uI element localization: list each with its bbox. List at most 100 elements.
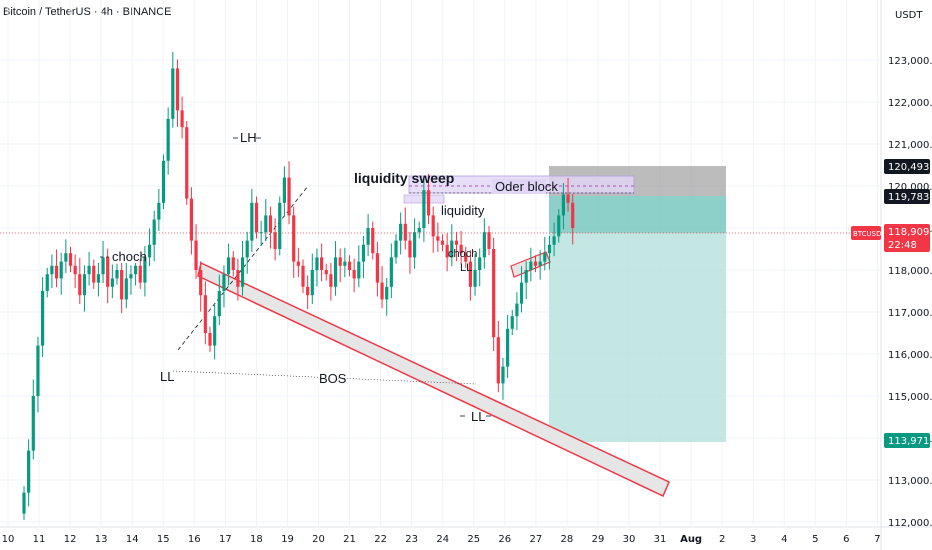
sl-badge: 120,493.71 bbox=[884, 159, 932, 174]
tp-badge-text: 113,971.23 bbox=[888, 436, 932, 447]
candle bbox=[566, 178, 570, 212]
candle bbox=[385, 277, 389, 316]
candle bbox=[152, 210, 156, 262]
candle bbox=[487, 225, 491, 256]
candle bbox=[41, 277, 45, 357]
annotation-lh: LH bbox=[240, 130, 257, 145]
countdown-text: 22:48 bbox=[888, 240, 917, 251]
x-tick-label: 30 bbox=[623, 534, 636, 545]
candle bbox=[375, 241, 379, 297]
y-tick-label: 117,000.00 bbox=[888, 308, 932, 319]
candle bbox=[129, 265, 133, 295]
annotation-ll-1: LL bbox=[160, 369, 174, 384]
x-tick-label: 11 bbox=[33, 534, 46, 545]
candle bbox=[468, 250, 472, 301]
annotation-bos: BOS bbox=[319, 371, 347, 386]
candle bbox=[194, 224, 198, 279]
candle bbox=[524, 261, 528, 299]
candle bbox=[138, 259, 142, 289]
candle bbox=[301, 259, 305, 294]
candle bbox=[324, 263, 328, 281]
annotation-order-block: Oder block bbox=[495, 179, 558, 194]
y-tick-label: 118,000.00 bbox=[888, 266, 932, 277]
candle bbox=[506, 314, 510, 378]
x-tick-label: Aug bbox=[680, 534, 702, 545]
candles bbox=[22, 52, 575, 520]
x-axis: 10 11 12 13 14 15 16 17 18 19 20 21 22 23 24 25 26 27 28 29… bbox=[2, 0, 881, 545]
take-profit-zone bbox=[549, 196, 726, 442]
candle bbox=[222, 265, 226, 308]
candle bbox=[394, 234, 398, 264]
symbol-badge-text: BTCUSDT bbox=[853, 230, 887, 238]
candle bbox=[329, 262, 333, 301]
candle bbox=[250, 188, 254, 252]
candle bbox=[557, 209, 561, 243]
candle bbox=[310, 253, 314, 305]
candle bbox=[203, 281, 207, 345]
candle bbox=[343, 247, 347, 278]
candle bbox=[27, 439, 31, 507]
x-tick-label: 18 bbox=[250, 534, 263, 545]
candle bbox=[352, 258, 356, 293]
bos-bg bbox=[318, 371, 338, 385]
candle bbox=[315, 248, 319, 287]
candle bbox=[473, 253, 477, 296]
y-tick-label: 120,000.00 bbox=[888, 182, 932, 193]
descending-channel bbox=[197, 261, 670, 498]
candle bbox=[436, 222, 440, 252]
candle bbox=[106, 248, 110, 304]
candle bbox=[552, 222, 556, 257]
x-tick-label: 3 bbox=[750, 534, 756, 545]
candle bbox=[50, 254, 54, 289]
annotation-ll-2: LL bbox=[460, 262, 472, 274]
candle bbox=[101, 241, 105, 284]
x-tick-label: 13 bbox=[95, 534, 108, 545]
orderblock-label-bg bbox=[492, 179, 546, 194]
candle bbox=[199, 261, 203, 312]
candle bbox=[157, 188, 161, 231]
candle bbox=[278, 196, 282, 256]
take-profit-zone-upper bbox=[549, 196, 726, 233]
candle bbox=[440, 234, 445, 252]
candle bbox=[175, 59, 180, 127]
candle bbox=[282, 166, 286, 217]
candle bbox=[87, 251, 91, 286]
candle bbox=[92, 259, 96, 289]
x-tick-label: 6 bbox=[843, 534, 849, 545]
annotation-liquidity-sweep: liquidity sweep bbox=[354, 170, 454, 186]
candle bbox=[459, 230, 463, 265]
candle bbox=[571, 193, 575, 245]
candle bbox=[22, 486, 26, 520]
y-tick-label: 113,000.00 bbox=[888, 476, 932, 487]
candle bbox=[213, 304, 217, 360]
candle bbox=[371, 221, 375, 260]
candle bbox=[333, 241, 338, 296]
x-tick-label: 21 bbox=[343, 534, 356, 545]
candle bbox=[161, 154, 166, 210]
candle bbox=[240, 241, 245, 296]
candle bbox=[296, 247, 300, 278]
sl-badge-text: 120,493.71 bbox=[888, 162, 932, 173]
x-tick-label: 20 bbox=[312, 534, 325, 545]
annotation-liquidity: liquidity bbox=[441, 203, 485, 218]
candle bbox=[492, 237, 496, 352]
candle bbox=[389, 243, 393, 299]
candle bbox=[366, 214, 370, 257]
x-tick-label: 14 bbox=[126, 534, 139, 545]
candle bbox=[36, 336, 40, 413]
candle bbox=[264, 199, 268, 242]
candle bbox=[431, 206, 435, 253]
candle bbox=[399, 212, 403, 255]
x-tick-label: 19 bbox=[281, 534, 294, 545]
x-tick-label: 29 bbox=[592, 534, 605, 545]
candle bbox=[408, 231, 412, 274]
candle bbox=[413, 218, 417, 269]
candle bbox=[236, 258, 240, 301]
candle bbox=[259, 220, 263, 247]
y-tick-label: 123,000.00 bbox=[888, 56, 932, 67]
currency-label: USDT bbox=[895, 10, 923, 21]
chart-title: Bitcoin / TetherUS · 4h · BINANCE bbox=[3, 6, 172, 18]
candle bbox=[561, 183, 565, 230]
x-tick-label: 17 bbox=[219, 534, 232, 545]
